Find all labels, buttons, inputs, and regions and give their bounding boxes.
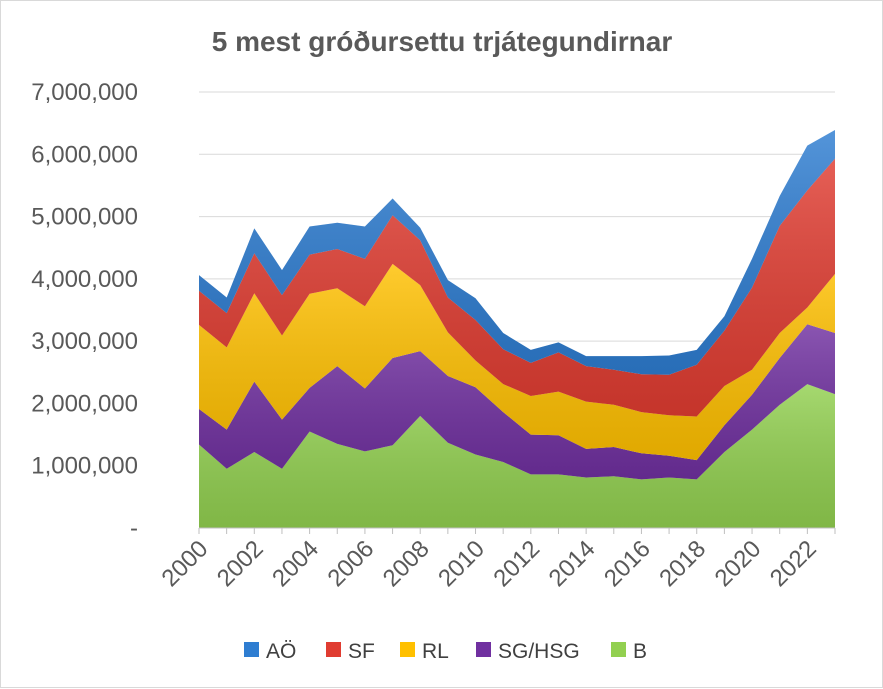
x-tick-label: 2020	[710, 535, 767, 592]
y-tick-label: 6,000,000	[31, 141, 138, 168]
legend-swatch-a-	[244, 642, 259, 657]
legend: AÖ SF RL SG/HSG B	[244, 640, 647, 663]
x-tick-label: 2012	[488, 535, 545, 592]
y-tick-label: 7,000,000	[31, 79, 138, 106]
area-shade-b	[199, 384, 835, 528]
y-tick-label: 4,000,000	[31, 266, 138, 293]
plot-areas	[199, 130, 835, 528]
x-tick-label: 2000	[157, 535, 214, 592]
x-tick-label: 2022	[765, 535, 822, 592]
x-axis: 2000200220042006200820102012201420162018…	[157, 527, 836, 592]
x-tick-label: 2008	[378, 535, 435, 592]
legend-swatch-sf	[326, 642, 341, 657]
legend-label-sf: SF	[348, 640, 375, 663]
x-tick-label: 2004	[267, 535, 324, 592]
y-tick-label: -	[130, 515, 138, 542]
area-shade-sf	[199, 158, 835, 417]
legend-label-rl: RL	[422, 640, 449, 663]
y-tick-label: 5,000,000	[31, 204, 138, 231]
legend-label-sg-hsg: SG/HSG	[498, 640, 580, 663]
x-tick-label: 2002	[212, 535, 269, 592]
y-tick-label: 1,000,000	[31, 453, 138, 480]
x-tick-label: 2010	[433, 535, 490, 592]
legend-swatch-sg-hsg	[476, 642, 491, 657]
legend-label-a-: AÖ	[266, 640, 296, 663]
x-tick-label: 2018	[654, 535, 711, 592]
legend-swatch-b	[611, 642, 626, 657]
legend-swatch-rl	[400, 642, 415, 657]
area-shade-sg-hsg	[199, 324, 835, 480]
y-axis: - 1,000,000 2,000,000 3,000,000 4,000,000 5,0…	[31, 79, 138, 542]
x-tick-label: 2014	[544, 535, 601, 592]
legend-label-b: B	[633, 640, 647, 663]
chart-title: 5 mest gróðursettu trjátegundirnar	[212, 26, 673, 57]
x-tick-label: 2016	[599, 535, 656, 592]
x-tick-label: 2006	[322, 535, 379, 592]
y-tick-label: 3,000,000	[31, 328, 138, 355]
y-tick-label: 2,000,000	[31, 390, 138, 417]
area-shade-rl	[199, 263, 835, 461]
